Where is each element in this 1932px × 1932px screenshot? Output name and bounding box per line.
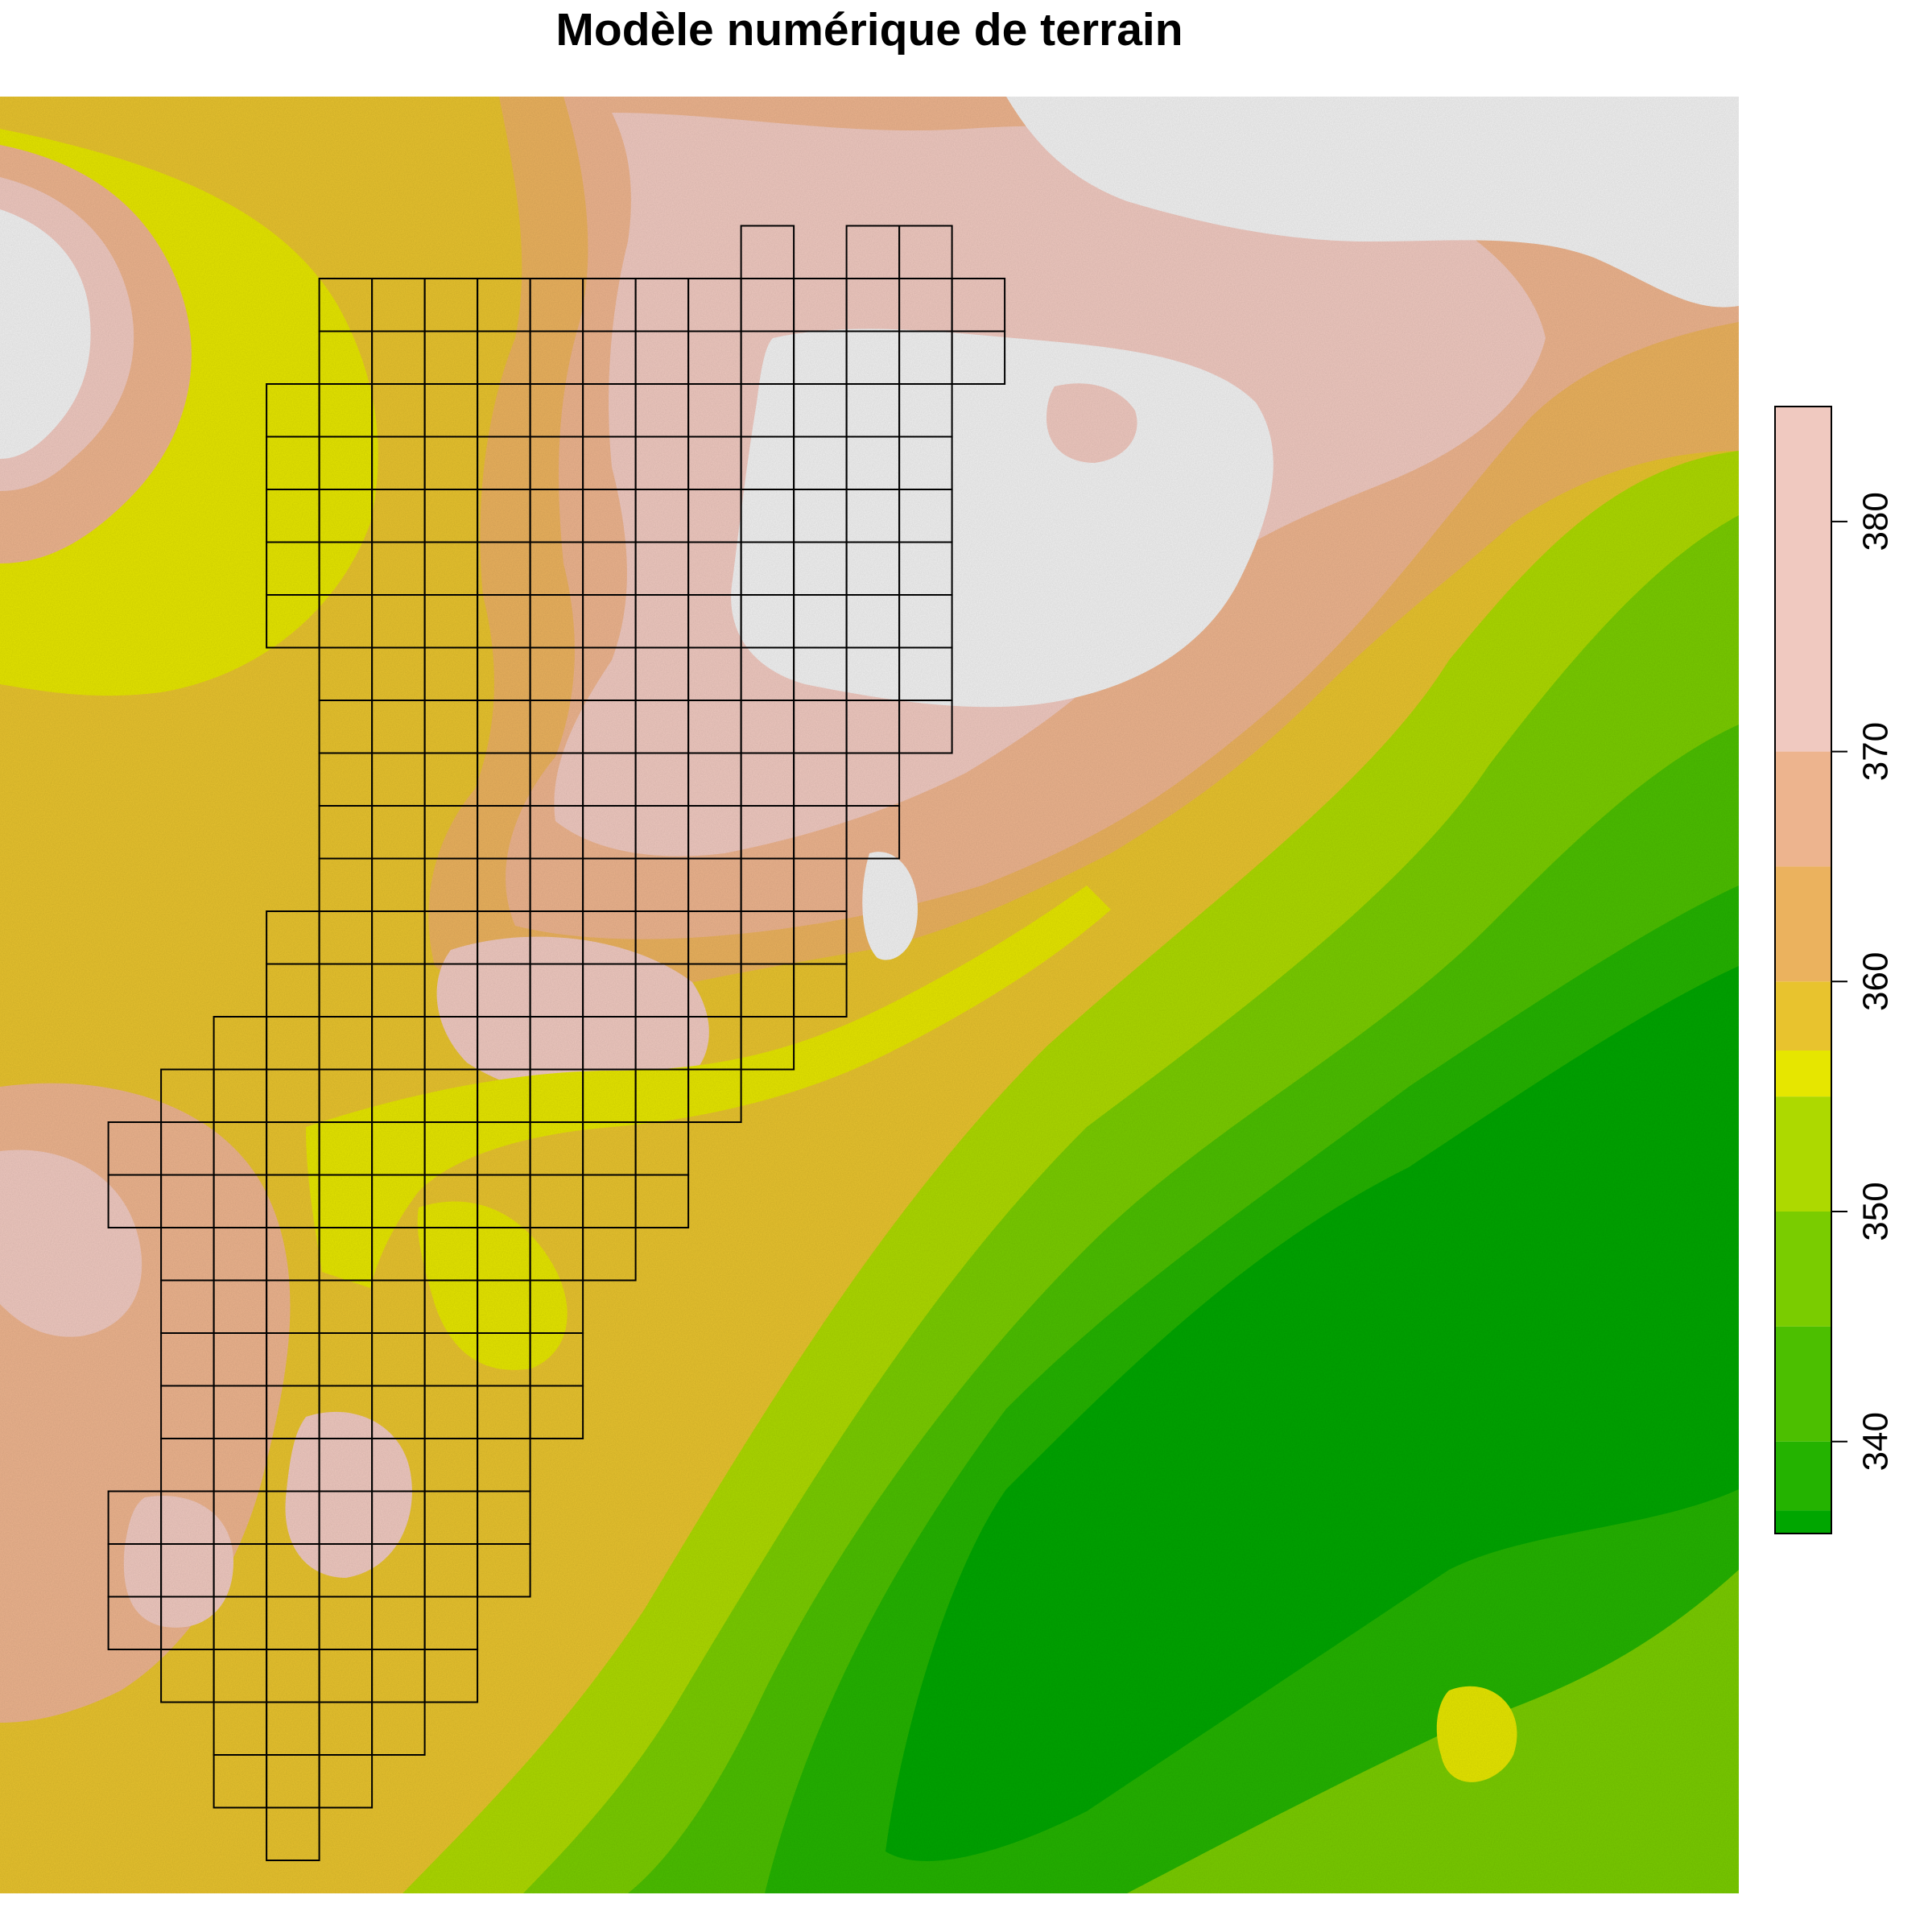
legend-swatch — [1775, 1510, 1831, 1534]
grid-overlay — [107, 225, 1006, 1861]
legend-swatch — [1775, 1051, 1831, 1097]
grid-cell — [423, 1649, 479, 1703]
grid-cell — [477, 1543, 531, 1598]
legend-frame — [1774, 406, 1832, 1534]
grid-cell — [845, 805, 901, 860]
legend-swatch — [1775, 751, 1831, 867]
legend-swatch — [1775, 1441, 1831, 1511]
grid-cell — [634, 1174, 690, 1228]
grid-cell — [951, 330, 1006, 385]
legend-tick-label: 340 — [1856, 1412, 1896, 1471]
grid-cell — [266, 1806, 320, 1861]
legend-swatch — [1775, 1096, 1831, 1212]
color-legend: 340 350 360 370 380 — [1774, 406, 1896, 1534]
legend-swatch — [1775, 407, 1831, 752]
legend-swatch — [1775, 1212, 1831, 1327]
grid-cell — [793, 963, 848, 1018]
legend-swatch — [1775, 866, 1831, 982]
grid-cell — [687, 1068, 742, 1123]
legend-tick-label: 360 — [1856, 952, 1896, 1011]
grid-cell — [318, 1754, 374, 1809]
grid-cell — [582, 1227, 637, 1282]
legend-swatch — [1775, 1326, 1831, 1442]
terrain-texture — [0, 97, 1739, 1893]
legend-tick-label: 380 — [1856, 492, 1896, 551]
legend-tick-label: 350 — [1856, 1182, 1896, 1241]
grid-cell — [898, 700, 953, 754]
plot-title: Modèle numérique de terrain — [555, 4, 1183, 56]
legend-tick-label: 370 — [1856, 722, 1896, 781]
grid-cell — [529, 1385, 584, 1439]
grid-cell — [371, 1701, 426, 1756]
legend-swatch — [1775, 981, 1831, 1051]
grid-cell — [740, 1016, 795, 1071]
elevation-raster — [0, 97, 1739, 1893]
